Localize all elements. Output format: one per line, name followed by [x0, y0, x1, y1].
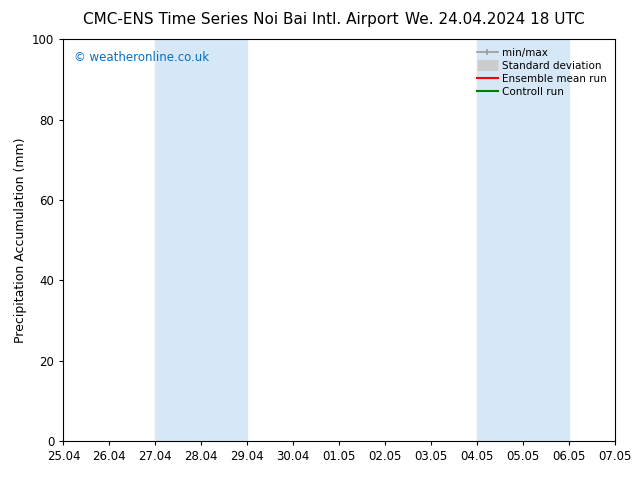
- Y-axis label: Precipitation Accumulation (mm): Precipitation Accumulation (mm): [13, 137, 27, 343]
- Text: We. 24.04.2024 18 UTC: We. 24.04.2024 18 UTC: [404, 12, 585, 27]
- Text: CMC-ENS Time Series Noi Bai Intl. Airport: CMC-ENS Time Series Noi Bai Intl. Airpor…: [83, 12, 399, 27]
- Text: © weatheronline.co.uk: © weatheronline.co.uk: [74, 51, 210, 64]
- Bar: [155, 39, 247, 441]
- Bar: [477, 39, 569, 441]
- Legend: min/max, Standard deviation, Ensemble mean run, Controll run: min/max, Standard deviation, Ensemble me…: [474, 45, 610, 100]
